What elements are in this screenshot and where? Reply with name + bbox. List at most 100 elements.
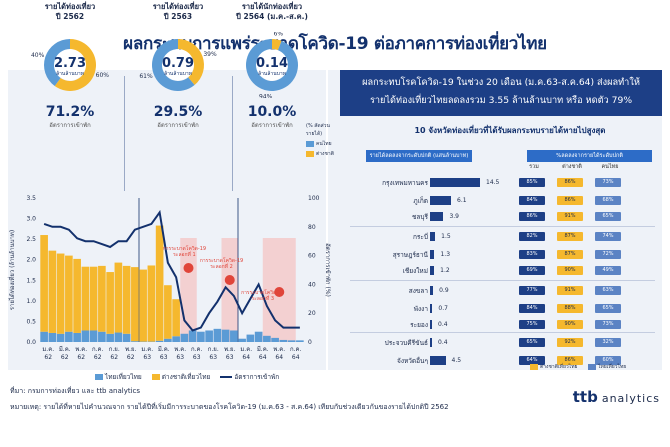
bar-thai [89,330,98,342]
bar-thai [230,330,238,342]
x-tick-year: 63 [176,354,184,361]
divider [232,76,233,191]
brand-text: analytics [601,392,660,405]
bar-thai [271,337,279,342]
bar-thai [40,331,48,342]
y2-tick-label: 80 [308,224,316,231]
pct-thai-cell: 68% [595,196,621,205]
province-value: 6.1 [457,197,467,204]
donut-slice-label: 61% [139,73,153,80]
swatch [306,141,314,147]
swatch [530,364,538,370]
bar-foreign [147,265,156,342]
donut-slice-foreign [178,39,204,86]
pct-foreign-cell: 91% [557,212,583,221]
pct-total-cell: 86% [519,212,545,221]
pct-total-cell: 69% [519,266,545,275]
province-value: 0.9 [439,287,449,294]
pct-total-cell: 65% [519,338,545,347]
pct-thai-cell: 65% [595,304,621,313]
donut-center-unit: ล้านล้านบาท [164,70,192,77]
y-tick-label: 0.5 [26,318,36,325]
bar-foreign [122,265,131,334]
virus-icon [274,287,285,297]
x-tick-year: 64 [259,354,267,361]
subhead-foreign: ต่างชาติ [562,164,582,170]
callout-line-2: รายได้ท่องเที่ยวไทยลดลงรวม 3.55 ล้านล้าน… [369,95,633,106]
x-tick-month: ก.ย. [109,346,120,353]
covid-annotation-wave: ระลอกที่ 1 [173,251,196,258]
pct-foreign-cell: 91% [557,286,583,295]
pct-total-cell: 77% [519,286,545,295]
bar-thai [287,340,296,342]
donut-heading: รายได้ท่องเที่ยว ปี 2563 [128,2,228,32]
donut-chart: 6% 94% 0.14ล้านล้านบาท [246,31,298,100]
x-tick-year: 64 [242,354,250,361]
pct-total-cell: 64% [519,356,545,365]
donut-center-value: 0.14 [256,56,288,71]
pct-total-cell: 85% [519,178,545,187]
x-tick-month: มี.ค. [158,345,170,353]
province-value: 4.5 [451,357,462,364]
swatch [588,364,596,370]
pct-column-header: %ลดลงจากรายได้ระดับปกติ [527,150,652,162]
province-bar [430,212,444,221]
province-name: ภูเก็ต [413,197,428,205]
pct-foreign-cell: 86% [557,178,583,187]
table-legend-foreign: ต่างชาติเที่ยวไทย [530,363,577,371]
bar-foreign [139,269,147,342]
province-name: ชลบุรี [411,213,428,221]
bar-thai [122,333,131,342]
bar-foreign [131,267,139,342]
province-name: พังงา [413,305,428,313]
donut-slice-thai [152,39,195,91]
x-tick-year: 63 [226,354,234,361]
occupancy-line [43,209,300,332]
donut-heading: รายได้นักท่องเที่ยว ปี 2564 (ม.ค.-ส.ค.) [222,2,322,32]
province-value: 3.9 [449,213,459,220]
x-tick-month: ก.ค. [92,346,104,353]
province-bar [430,266,435,275]
bar-thai [48,332,57,342]
donut-center-unit: ล้านล้านบาท [56,70,84,77]
y-tick-label: 2.5 [26,236,36,243]
donut-slice-label: 39% [203,51,217,58]
x-tick-month: ม.ค. [141,346,153,353]
legend-label: ต่างชาติ [316,151,334,157]
bar-thai [296,340,304,342]
province-bar [430,232,436,241]
y-tick-label: 2.0 [26,257,36,264]
donut-hole [256,49,288,81]
summary-callout: ผลกระทบโรคโควิด-19 ในช่วง 20 เดือน (ม.ค.… [340,70,662,116]
province-bar [430,356,446,365]
divider [124,76,125,191]
donut-center-value: 0.79 [162,56,194,71]
donut-slice-thai [44,39,70,87]
province-name: ระยอง [410,321,428,329]
y-tick-label: 3.0 [26,216,36,223]
pct-total-cell: 83% [519,250,545,259]
y2-tick-label: 60 [308,253,316,260]
bar-thai [254,331,263,342]
province-value: 14.5 [486,179,500,186]
occupancy-rate: 10.0% [247,104,297,120]
province-bar [430,338,432,347]
bar-foreign [155,225,164,341]
x-tick-year: 62 [61,354,69,361]
legend-label: อัตราการเข้าพัก [234,373,280,381]
province-bar [430,320,432,329]
x-tick-year: 62 [110,354,118,361]
bar-foreign [89,266,98,331]
province-name: จังหวัดอื่นๆ [397,357,428,365]
brand-mark: ttb [572,388,598,406]
bar-thai [180,333,189,342]
province-bar [430,250,435,259]
pct-total-cell: 84% [519,304,545,313]
x-tick-year: 62 [44,354,52,361]
covid-annotation: การระบาดโควิด-19 [241,289,284,296]
pct-thai-cell: 63% [595,286,621,295]
bar-thai [205,330,213,342]
province-name: สุราษฎร์ธานี [392,251,428,259]
bar-foreign [164,285,172,339]
pct-foreign-cell: 86% [557,196,583,205]
